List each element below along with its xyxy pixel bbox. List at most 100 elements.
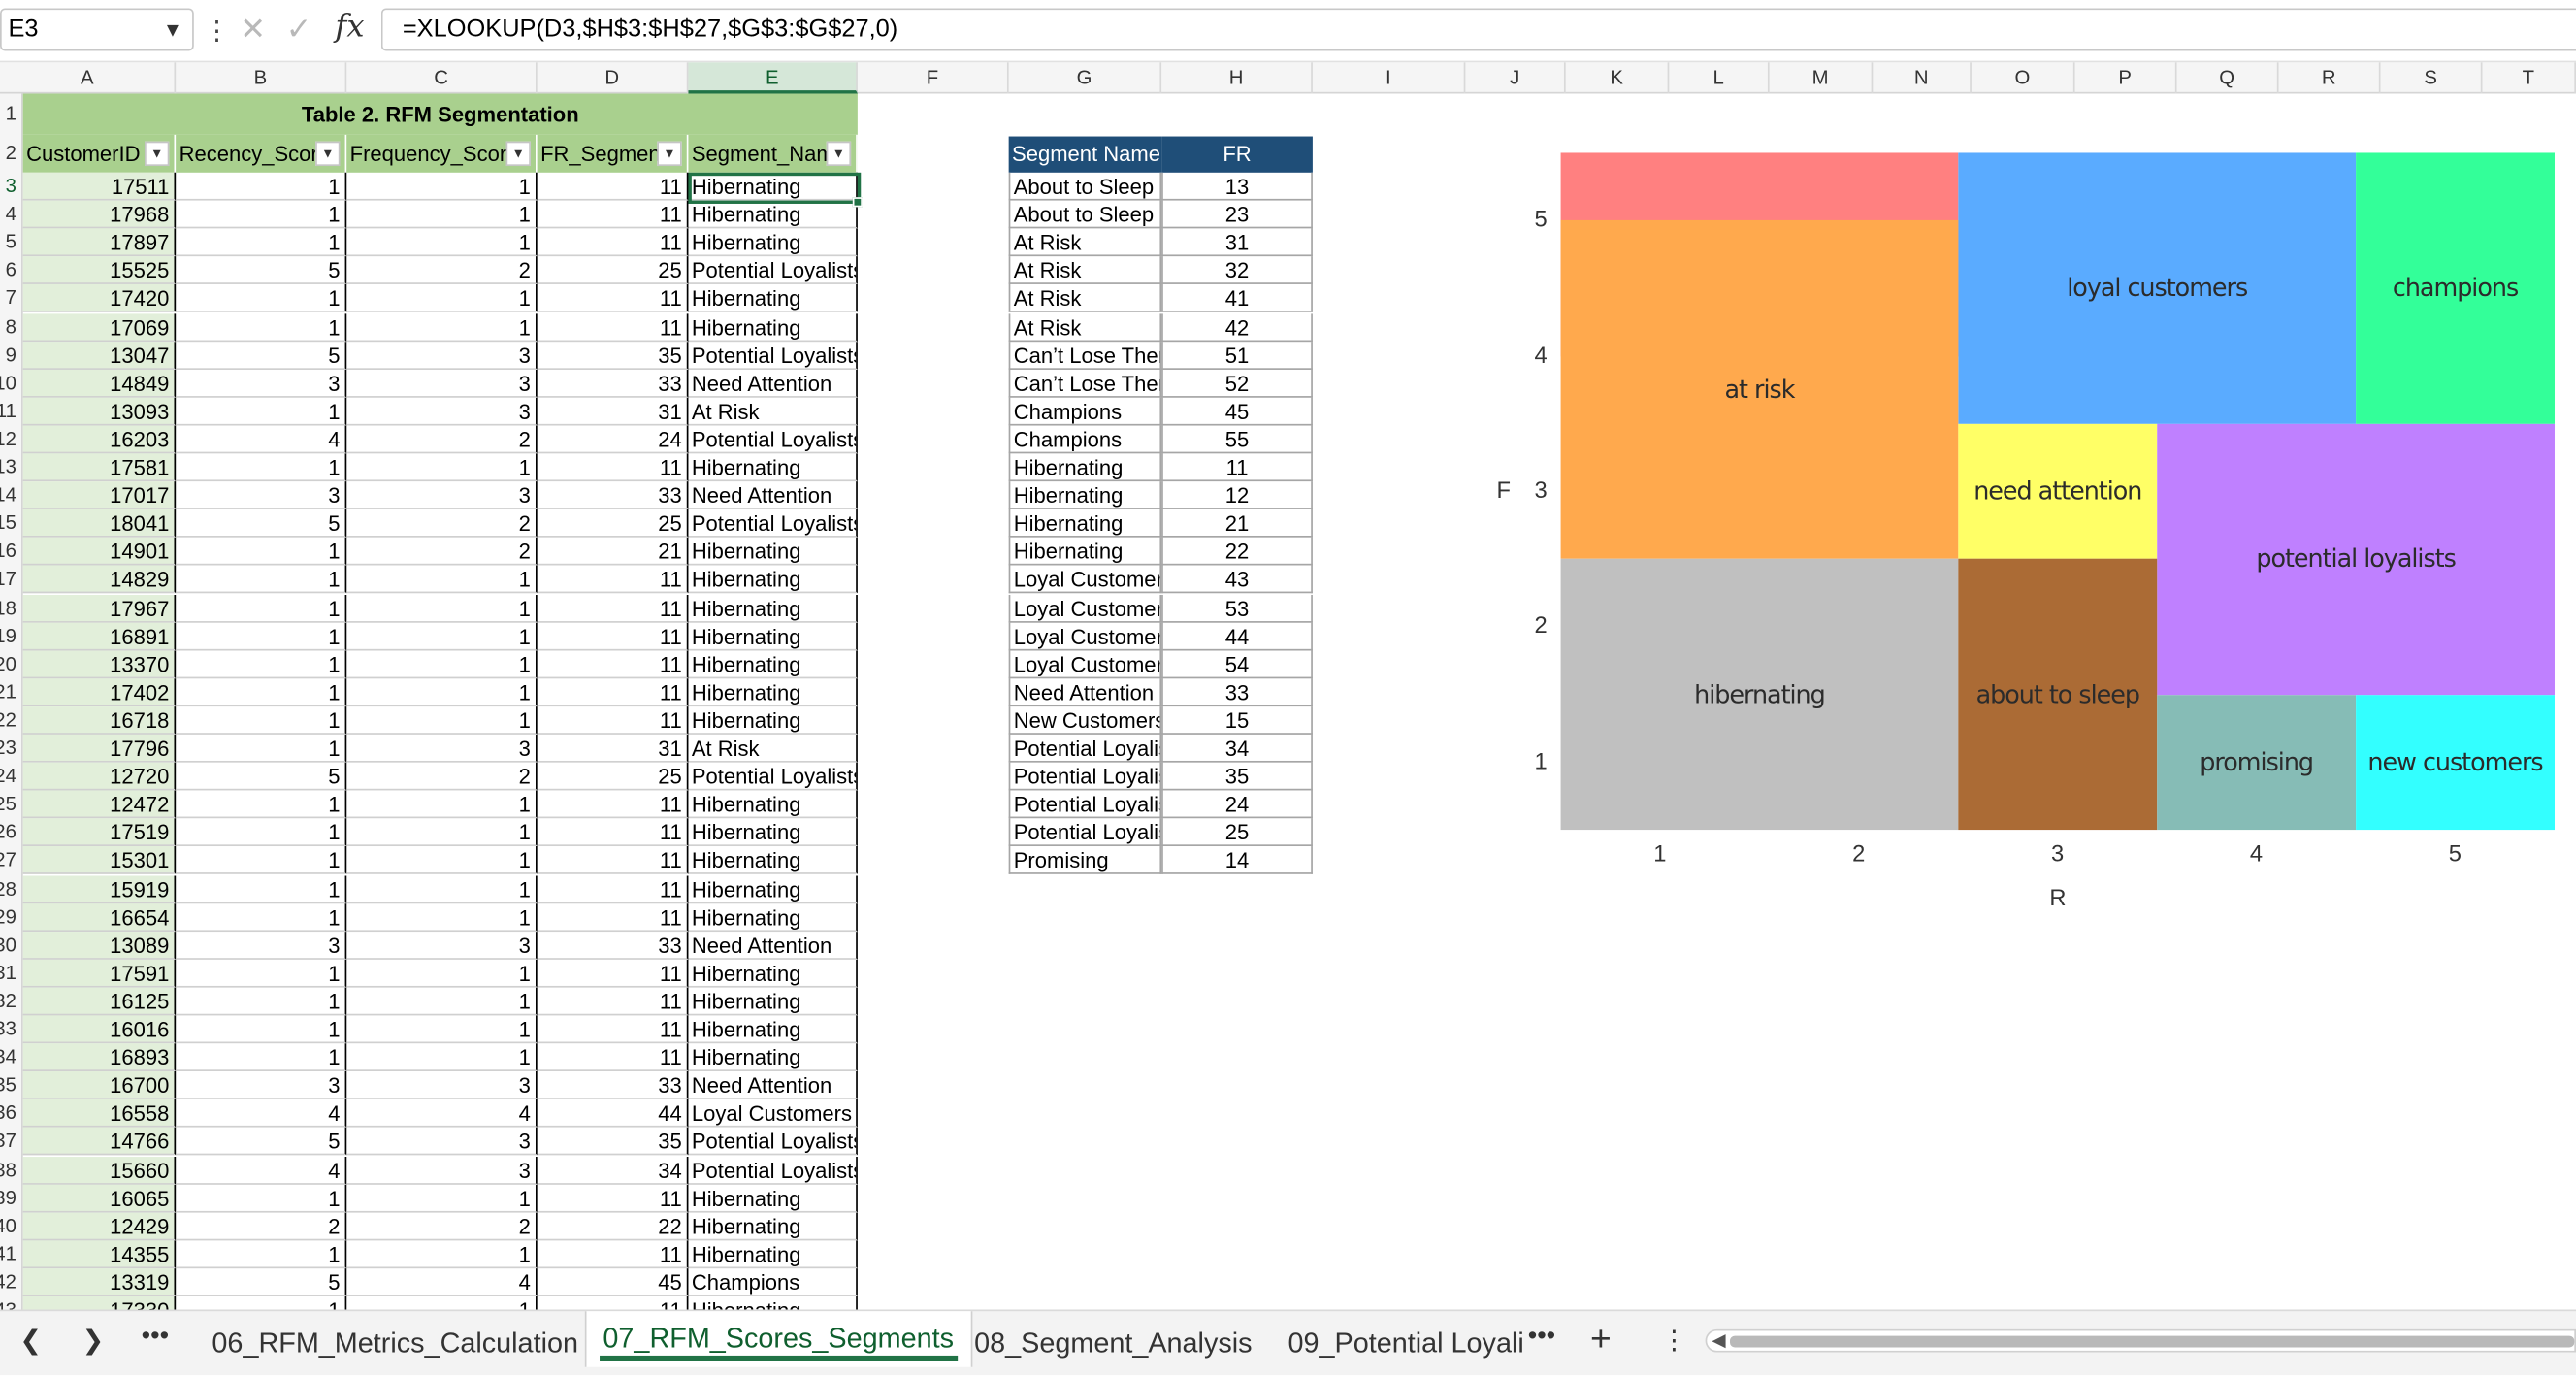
table-cell[interactable]: Hibernating [688,874,858,903]
row-header[interactable]: 23 [0,736,16,760]
table-cell[interactable]: 1 [176,1043,347,1072]
segment-potential-loyalists[interactable]: potential loyalists [2157,423,2555,695]
column-header-j[interactable]: J [1465,62,1566,94]
row-header[interactable]: 29 [0,904,16,928]
table-cell[interactable]: 21 [537,538,689,567]
lookup-cell[interactable]: Champions [1008,425,1162,454]
lookup-cell[interactable]: 21 [1161,509,1313,539]
filter-dropdown-icon[interactable]: ▼ [145,141,170,167]
lookup-cell[interactable]: Potential Loyalists [1008,790,1162,819]
table-cell[interactable]: 1 [346,172,538,201]
lookup-cell[interactable]: 33 [1161,677,1313,706]
table-cell[interactable]: Hibernating [688,453,858,482]
table-cell[interactable]: 1 [176,959,347,988]
table-cell[interactable]: 3 [346,1156,538,1185]
table-cell[interactable]: 3 [346,734,538,763]
name-box[interactable]: E3 ▼ [0,8,194,51]
table-cell[interactable]: 34 [537,1156,689,1185]
row-header[interactable]: 13 [0,455,16,478]
table-cell[interactable]: 18041 [22,509,177,539]
table-cell[interactable]: 1 [346,1184,538,1213]
table-cell[interactable]: 5 [176,509,347,539]
row-header[interactable]: 43 [0,1297,16,1310]
insert-function-icon[interactable]: fx [335,8,365,45]
column-header-l[interactable]: L [1669,62,1770,94]
row-header[interactable]: 27 [0,848,16,872]
lookup-cell[interactable]: 23 [1161,200,1313,229]
column-header-g[interactable]: G [1009,62,1162,94]
lookup-cell[interactable]: Need Attention [1008,677,1162,706]
lookup-cell[interactable]: 53 [1161,594,1313,623]
lookup-cell[interactable]: Loyal Customers [1008,566,1162,595]
table1-header-cell[interactable]: Recency_Score ▼ [176,134,347,173]
table-cell[interactable]: 3 [346,397,538,426]
table-cell[interactable]: 14829 [22,566,177,595]
row-header[interactable]: 37 [0,1129,16,1153]
lookup-cell[interactable]: At Risk [1008,284,1162,313]
row-header[interactable]: 16 [0,539,16,563]
table-cell[interactable]: Hibernating [688,677,858,706]
table-cell[interactable]: Need Attention [688,931,858,960]
table-cell[interactable]: 4 [346,1267,538,1296]
table-cell[interactable]: 3 [176,1071,347,1100]
table-cell[interactable]: 1 [176,874,347,903]
table-cell[interactable]: 12472 [22,790,177,819]
table-cell[interactable]: 16654 [22,902,177,932]
lookup-cell[interactable]: Hibernating [1008,538,1162,567]
table-cell[interactable]: 25 [537,762,689,791]
table-cell[interactable]: 1 [346,649,538,678]
table-cell[interactable]: Hibernating [688,284,858,313]
segment-at-risk[interactable]: at risk [1560,220,1959,560]
table-cell[interactable]: 1 [346,200,538,229]
column-header-m[interactable]: M [1770,62,1874,94]
table-cell[interactable]: 3 [346,341,538,370]
row-header[interactable]: 2 [5,141,16,165]
table-cell[interactable]: 2 [346,509,538,539]
table-cell[interactable]: 4 [346,1099,538,1129]
row-header[interactable]: 41 [0,1241,16,1265]
row-header[interactable]: 42 [0,1269,16,1294]
tab-06-rfm-metrics[interactable]: 06_RFM_Metrics_Calculation [212,1328,578,1360]
table-cell[interactable]: 1 [346,594,538,623]
row-header[interactable]: 11 [0,399,16,422]
table-cell[interactable]: 11 [537,902,689,932]
table-cell[interactable]: 11 [537,705,689,735]
table-cell[interactable]: 3 [346,931,538,960]
column-header-e[interactable]: E [688,62,858,94]
table-cell[interactable]: 1 [176,200,347,229]
row-header[interactable]: 32 [0,989,16,1012]
table-cell[interactable]: Potential Loyalists [688,1128,858,1157]
table-cell[interactable]: 15301 [22,846,177,875]
row-header[interactable]: 35 [0,1073,16,1097]
table-cell[interactable]: 12720 [22,762,177,791]
lookup-cell[interactable]: 12 [1161,481,1313,510]
row-header[interactable]: 40 [0,1213,16,1237]
table-cell[interactable]: 15919 [22,874,177,903]
table-cell[interactable]: 3 [346,1128,538,1157]
table-cell[interactable]: 1 [346,846,538,875]
table-cell[interactable]: 11 [537,1184,689,1213]
table1-header-cell[interactable]: Segment_Nam ▼ [688,134,858,173]
table-cell[interactable]: 2 [346,762,538,791]
table-cell[interactable]: Hibernating [688,649,858,678]
table-cell[interactable]: 11 [537,566,689,595]
table-cell[interactable]: 11 [537,677,689,706]
lookup-cell[interactable]: Champions [1008,397,1162,426]
lookup-cell[interactable]: 14 [1161,846,1313,875]
table-cell[interactable]: 13047 [22,341,177,370]
table-cell[interactable]: Need Attention [688,1071,858,1100]
table-cell[interactable]: 14849 [22,369,177,398]
table-cell[interactable]: 2 [346,538,538,567]
table-cell[interactable]: 2 [176,1212,347,1241]
table-cell[interactable]: 1 [176,312,347,342]
lookup-cell[interactable]: At Risk [1008,312,1162,342]
table-cell[interactable]: 1 [176,228,347,257]
table-cell[interactable]: Hibernating [688,846,858,875]
filter-dropdown-icon[interactable]: ▼ [315,141,341,167]
table-cell[interactable]: 1 [176,846,347,875]
row-header[interactable]: 19 [0,623,16,647]
table-cell[interactable]: 2 [346,256,538,285]
row-header[interactable]: 17 [0,567,16,591]
table-cell[interactable]: Hibernating [688,959,858,988]
table-cell[interactable]: 1 [346,566,538,595]
